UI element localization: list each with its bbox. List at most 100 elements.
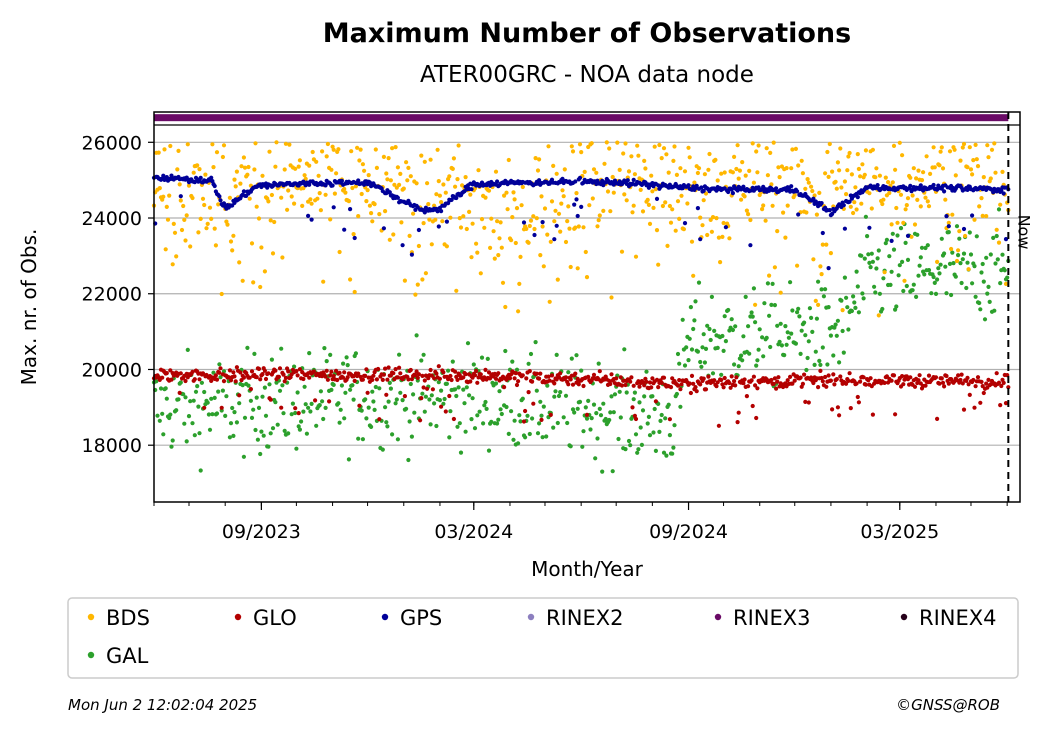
point-bds bbox=[315, 196, 320, 201]
point-glo bbox=[912, 384, 918, 389]
point-bds bbox=[674, 172, 680, 177]
point-gps bbox=[795, 189, 800, 194]
point-gal bbox=[339, 383, 344, 388]
point-gal bbox=[650, 394, 655, 399]
point-gal bbox=[863, 214, 869, 219]
point-gal bbox=[607, 417, 612, 423]
point-gal bbox=[306, 405, 311, 410]
point-bds bbox=[300, 203, 305, 208]
point-bds bbox=[273, 164, 278, 169]
point-glo bbox=[734, 375, 739, 380]
point-bds bbox=[856, 166, 862, 172]
point-bds bbox=[713, 157, 718, 162]
point-glo bbox=[689, 373, 695, 378]
point-bds bbox=[450, 166, 455, 171]
point-bds bbox=[391, 232, 396, 237]
point-glo bbox=[447, 393, 452, 399]
point-gal bbox=[533, 340, 538, 345]
point-bds bbox=[956, 248, 961, 253]
point-bds bbox=[567, 226, 572, 231]
point-glo bbox=[234, 365, 239, 370]
point-bds bbox=[805, 177, 810, 182]
point-gal bbox=[307, 351, 312, 356]
point-bds bbox=[784, 166, 789, 171]
point-glo bbox=[256, 366, 262, 371]
point-glo bbox=[468, 379, 473, 384]
point-gal bbox=[191, 398, 196, 403]
point-glo bbox=[428, 367, 433, 373]
point-bds bbox=[795, 263, 800, 268]
point-gal bbox=[195, 384, 200, 389]
point-gal bbox=[155, 413, 160, 418]
point-glo bbox=[263, 376, 269, 382]
point-bds bbox=[397, 182, 402, 187]
point-bds bbox=[495, 219, 500, 224]
point-glo bbox=[377, 417, 382, 422]
point-glo bbox=[237, 393, 242, 398]
point-bds bbox=[778, 290, 783, 295]
point-glo bbox=[214, 377, 220, 382]
point-gal bbox=[372, 407, 377, 412]
point-gal bbox=[353, 351, 358, 356]
point-gal bbox=[814, 316, 820, 321]
point-bds bbox=[701, 198, 706, 203]
point-gal bbox=[427, 397, 432, 402]
point-glo bbox=[994, 371, 999, 376]
point-glo bbox=[439, 404, 444, 409]
point-glo bbox=[935, 416, 940, 421]
point-glo bbox=[861, 375, 866, 380]
point-bds bbox=[739, 197, 744, 202]
point-gal bbox=[1002, 268, 1007, 273]
point-gal bbox=[798, 351, 803, 356]
point-gal bbox=[809, 315, 814, 320]
point-gal bbox=[856, 310, 862, 315]
point-gps bbox=[686, 183, 691, 188]
point-glo bbox=[729, 374, 734, 379]
point-bds bbox=[828, 251, 834, 256]
point-gal bbox=[994, 233, 999, 239]
point-bds bbox=[859, 201, 864, 206]
point-gps bbox=[961, 226, 967, 232]
point-bds bbox=[274, 140, 279, 145]
point-gal bbox=[499, 411, 504, 417]
point-gal bbox=[448, 409, 453, 414]
y-tick-label: 24000 bbox=[82, 208, 142, 230]
point-gal bbox=[462, 401, 467, 406]
point-bds bbox=[838, 146, 843, 151]
point-gal bbox=[348, 387, 353, 392]
point-glo bbox=[478, 372, 483, 377]
point-gal bbox=[741, 334, 746, 339]
point-glo bbox=[227, 368, 232, 373]
point-bds bbox=[355, 145, 360, 150]
point-gal bbox=[898, 226, 904, 231]
point-gal bbox=[876, 248, 881, 253]
point-bds bbox=[510, 215, 515, 220]
point-glo bbox=[837, 413, 842, 418]
point-gal bbox=[992, 308, 997, 313]
point-bds bbox=[182, 217, 187, 222]
point-glo bbox=[984, 381, 989, 386]
point-gps bbox=[1001, 191, 1006, 196]
point-bds bbox=[164, 204, 169, 209]
point-gal bbox=[387, 380, 392, 385]
point-glo bbox=[644, 379, 649, 384]
point-gal bbox=[574, 353, 579, 358]
point-bds bbox=[950, 212, 955, 217]
point-glo bbox=[834, 377, 839, 382]
point-gps bbox=[827, 208, 832, 213]
point-bds bbox=[533, 156, 538, 161]
point-glo bbox=[586, 374, 591, 379]
point-bds bbox=[343, 190, 348, 195]
point-gps bbox=[449, 197, 454, 202]
point-bds bbox=[457, 216, 462, 221]
point-gal bbox=[595, 436, 600, 441]
point-gal bbox=[733, 324, 738, 329]
point-gal bbox=[635, 450, 640, 455]
point-bds bbox=[760, 207, 765, 212]
point-bds bbox=[925, 199, 930, 204]
point-bds bbox=[268, 218, 273, 223]
point-gal bbox=[817, 358, 822, 363]
point-bds bbox=[790, 147, 795, 152]
point-bds bbox=[348, 277, 353, 282]
